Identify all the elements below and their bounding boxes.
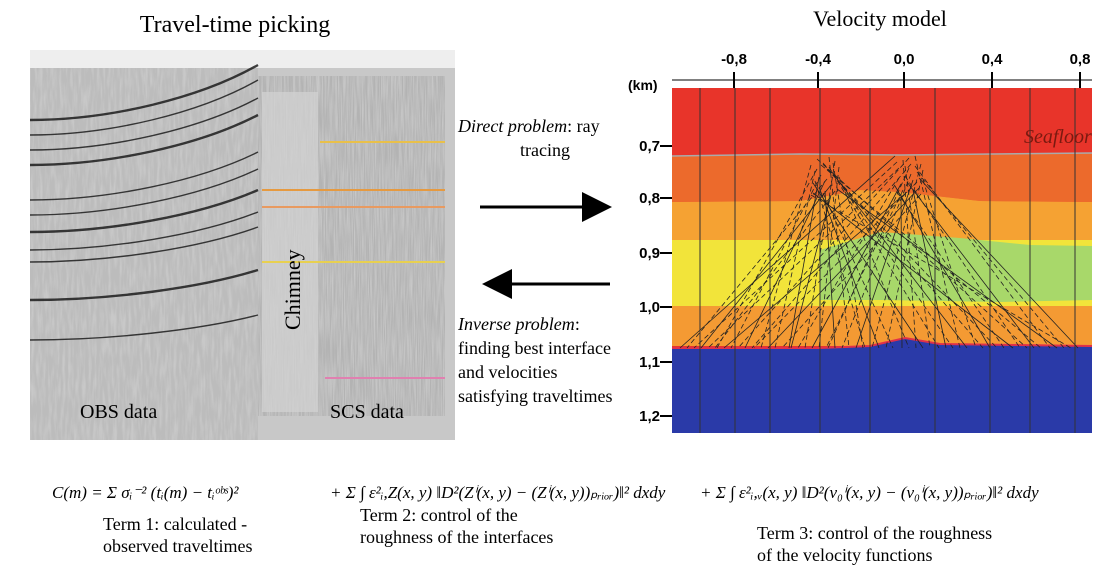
formula-term: + Σ ∫ ε²ᵢ,ᵥ(x, y) ‖D²(v₀ⁱ(x, y) − (v₀ⁱ(x… — [700, 483, 1039, 503]
x-tick-label: 0,0 — [894, 51, 915, 68]
seafloor-label: Seafloor — [1024, 126, 1092, 148]
obs-label: OBS data — [80, 401, 157, 423]
x-tick-label: 0,8 — [1070, 51, 1091, 68]
term-caption: roughness of the interfaces — [360, 527, 553, 547]
left-title: Travel-time picking — [140, 12, 330, 38]
term-caption: observed traveltimes — [103, 536, 252, 556]
y-tick-label: 1,1 — [639, 354, 660, 371]
chimney-label: Chimney — [280, 249, 305, 330]
formula: C(m) = Σ σᵢ⁻² (tᵢ(m) − tᵢᵒᵇˢ)² + Σ ∫ ε²ᵢ… — [52, 483, 1039, 503]
x-tick-label: 0,4 — [982, 51, 1004, 68]
y-tick-label: 0,7 — [639, 138, 660, 155]
term-caption: Term 2: control of the — [360, 505, 518, 525]
seismic-image — [30, 50, 455, 440]
inverse-name: Inverse problem — [457, 314, 575, 334]
inverse-text: Inverse problem: — [457, 314, 580, 334]
direct-rest: : ray — [567, 116, 599, 136]
figure: Travel-time picking OBS data Chimney SCS… — [0, 0, 1120, 572]
direct-name: Direct problem — [457, 116, 567, 136]
inverse-rest: : — [575, 314, 580, 334]
y-tick-label: 1,0 — [639, 299, 660, 316]
scs-label: SCS data — [330, 401, 404, 423]
formula-term: + Σ ∫ ε²ᵢ,Z(x, y) ‖D²(Zⁱ(x, y) − (Zⁱ(x, … — [330, 483, 666, 503]
inverse-rest: finding best interface — [458, 338, 611, 358]
inverse-rest: and velocities — [458, 362, 557, 382]
y-tick-label: 0,8 — [639, 190, 660, 207]
formula-term: C(m) = Σ σᵢ⁻² (tᵢ(m) − tᵢᵒᵇˢ)² — [52, 483, 239, 502]
term-caption: Term 3: control of the roughness — [757, 523, 992, 543]
x-tick-label: -0,8 — [721, 51, 747, 68]
y-unit: (km) — [628, 77, 658, 93]
y-tick-label: 1,2 — [639, 408, 660, 425]
direct-rest: tracing — [520, 140, 570, 160]
term-caption: of the velocity functions — [757, 545, 932, 565]
inverse-rest: satisfying traveltimes — [458, 386, 612, 406]
right-title: Velocity model — [813, 6, 947, 31]
direct-text: Direct problem: ray — [457, 116, 600, 136]
term-caption: Term 1: calculated - — [103, 514, 247, 534]
y-tick-label: 0,9 — [639, 245, 660, 262]
x-tick-label: -0,4 — [805, 51, 832, 68]
